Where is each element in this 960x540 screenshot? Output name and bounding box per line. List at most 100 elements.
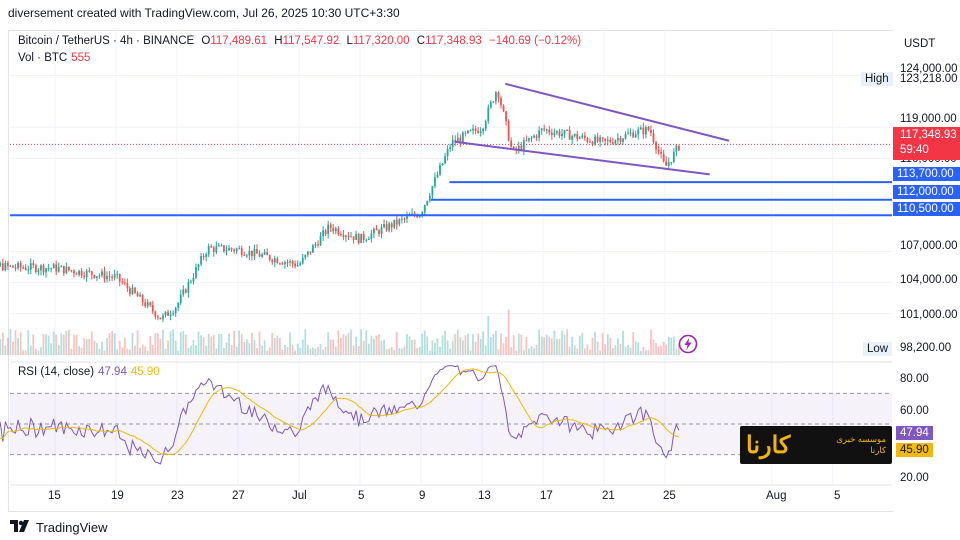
volume-bar xyxy=(235,346,238,355)
candle-body xyxy=(113,274,116,278)
volume-bar xyxy=(327,332,330,355)
volume-bar xyxy=(65,330,68,355)
volume-bar xyxy=(375,335,378,355)
candle-body xyxy=(319,236,322,246)
candle-body xyxy=(446,148,449,157)
candle-body xyxy=(14,267,17,269)
candle-body xyxy=(263,252,266,255)
support-levels xyxy=(10,143,892,217)
volume-bar xyxy=(103,350,106,355)
candle-body xyxy=(317,244,319,246)
candle-body xyxy=(548,129,551,133)
candle-body xyxy=(95,276,98,278)
candle-body xyxy=(167,311,169,316)
candle-body xyxy=(217,245,220,247)
volume-bar xyxy=(472,334,474,355)
candle-body xyxy=(655,142,657,150)
candle-body xyxy=(556,131,558,133)
candle-body xyxy=(619,137,622,142)
candle-body xyxy=(116,273,119,275)
candle-body xyxy=(47,268,50,270)
candle-body xyxy=(365,239,368,241)
high-value: 117,547.92 xyxy=(282,35,340,47)
candle-body xyxy=(594,136,596,145)
candle-body xyxy=(65,266,68,274)
candle-body xyxy=(454,139,457,142)
candle-body xyxy=(98,275,101,277)
candle-body xyxy=(154,311,157,317)
volume-bar xyxy=(482,331,485,355)
price-label: 119,000.00 xyxy=(900,113,957,125)
volume-bar xyxy=(416,348,419,355)
low-tag-label: Low xyxy=(863,342,893,356)
candle-body xyxy=(451,139,454,148)
change-value: −140.69 (−0.12%) xyxy=(489,35,582,47)
rsi-label: RSI (14, close) xyxy=(18,366,95,378)
ohlc-legend[interactable]: Bitcoin / TetherUS · 4h · BINANCE O117,4… xyxy=(18,35,581,47)
candle-body xyxy=(85,270,88,278)
volume-bar xyxy=(548,336,551,355)
volume-bar xyxy=(500,333,502,355)
volume-bar xyxy=(400,348,403,355)
candle-body xyxy=(291,261,294,264)
footer-brand[interactable]: TradingView xyxy=(10,520,108,535)
candle-body xyxy=(543,128,546,130)
rsi-ma-line xyxy=(0,368,680,456)
candle-body xyxy=(357,234,360,244)
volume-bar xyxy=(37,350,40,355)
volume-bar xyxy=(355,336,358,355)
rsi-ma-tag: 45.90 xyxy=(896,443,933,457)
volume-bar xyxy=(451,340,454,355)
symbol-label[interactable]: Bitcoin / TetherUS · 4h · BINANCE xyxy=(18,35,195,47)
candle-body xyxy=(578,137,581,139)
volume-bar xyxy=(586,344,589,355)
candle-body xyxy=(40,265,42,271)
volume-bar xyxy=(95,342,98,355)
volume-bar xyxy=(294,350,297,355)
volume-bar xyxy=(62,334,65,355)
candle-body xyxy=(383,224,385,228)
volume-bar xyxy=(617,338,619,355)
candle-body xyxy=(507,121,510,141)
volume-bar xyxy=(42,334,45,355)
volume-bar xyxy=(317,346,319,355)
candle-body xyxy=(474,128,477,131)
volume-bar xyxy=(484,345,487,355)
candle-body xyxy=(334,228,337,232)
volume-bar xyxy=(411,340,413,355)
candle-body xyxy=(230,248,233,250)
candle-body xyxy=(70,270,73,272)
volume-legend[interactable]: Vol · BTC 555 xyxy=(18,52,90,64)
candle-body xyxy=(29,263,32,270)
volume-bar xyxy=(380,340,383,355)
candle-body xyxy=(362,233,365,240)
volume-bar xyxy=(233,331,236,355)
rsi-axis-label: 20.00 xyxy=(900,472,929,484)
level-tag: 112,000.00 xyxy=(893,185,960,199)
volume-bar xyxy=(207,333,210,355)
candle-body xyxy=(240,248,243,256)
watermark-logo: کارنا xyxy=(746,431,791,459)
candle-body xyxy=(195,267,197,278)
rsi-legend[interactable]: RSI (14, close) 47.94 45.90 xyxy=(18,366,160,378)
volume-bar xyxy=(639,350,642,355)
volume-bar xyxy=(583,348,586,355)
currency-label[interactable]: USDT xyxy=(904,38,936,50)
candle-body xyxy=(479,131,482,134)
volume-bar xyxy=(220,333,223,355)
candle-body xyxy=(42,265,45,273)
volume-bar xyxy=(314,348,317,355)
volume-bar xyxy=(594,331,596,355)
volume-bar xyxy=(507,309,510,355)
lightning-icon[interactable] xyxy=(678,334,698,354)
volume-bar xyxy=(398,348,401,355)
volume-bar xyxy=(644,350,647,355)
volume-bar xyxy=(217,333,220,355)
volume-bar xyxy=(395,331,398,355)
volume-bar xyxy=(149,336,152,355)
volume-bar xyxy=(123,337,126,355)
candle-body xyxy=(238,248,241,250)
candle-body xyxy=(614,140,617,144)
volume-bar xyxy=(464,335,467,355)
